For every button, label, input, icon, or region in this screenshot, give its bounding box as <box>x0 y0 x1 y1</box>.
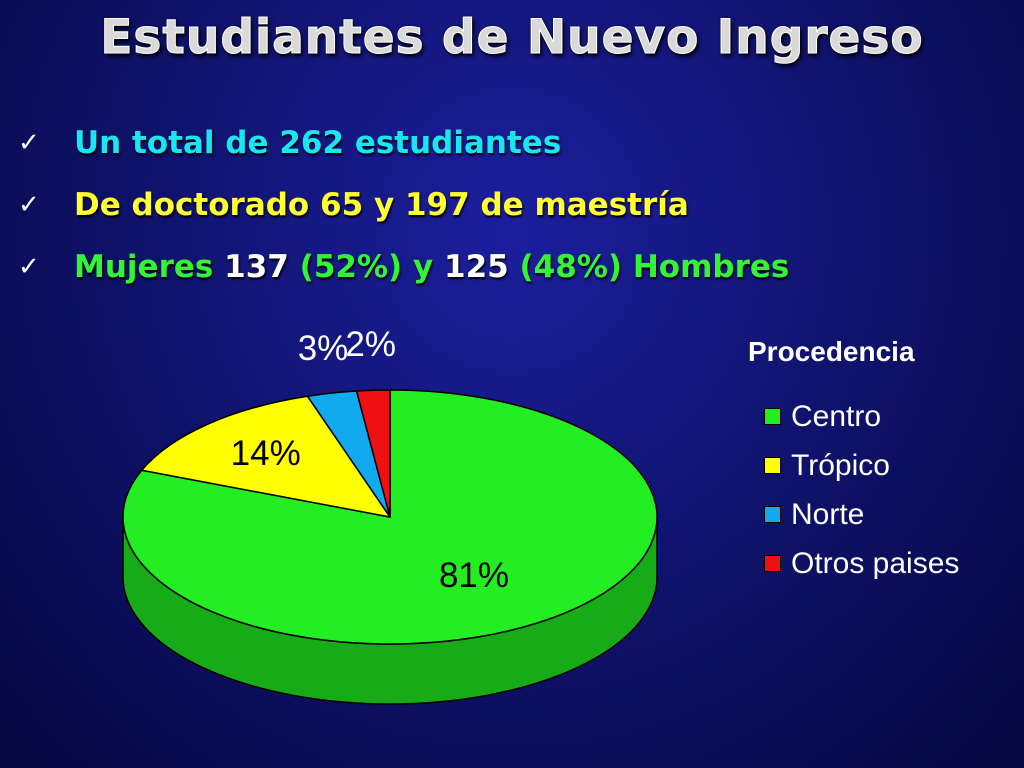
bullet-text-part: Un total de 262 estudiantes <box>74 125 562 161</box>
bullet-text-part: (48%) Hombres <box>519 249 790 285</box>
legend-label: Centro <box>791 399 882 433</box>
pie-data-label: 14% <box>230 434 301 474</box>
legend-swatch <box>764 408 781 425</box>
bullet-list: ✓ Un total de 262 estudiantes ✓ De docto… <box>18 112 789 298</box>
bullet-text-part: Mujeres <box>74 249 225 285</box>
bullet-text: Mujeres 137 (52%) y 125 (48%) Hombres <box>74 249 789 285</box>
legend-swatch <box>764 506 781 523</box>
bullet-text: De doctorado 65 y 197 de maestría <box>74 187 689 223</box>
bullet-text-part: De doctorado 65 y 197 de maestría <box>74 187 689 223</box>
legend: Procedencia Centro Trópico Norte Otros pais… <box>748 336 959 588</box>
check-icon: ✓ <box>18 252 40 282</box>
legend-title: Procedencia <box>748 336 915 367</box>
legend-swatch <box>764 457 781 474</box>
slide-title: Estudiantes de Nuevo Ingreso <box>100 10 924 66</box>
check-icon: ✓ <box>18 128 40 158</box>
legend-item: Centro <box>764 392 959 441</box>
bullet-item: ✓ De doctorado 65 y 197 de maestría <box>18 174 789 236</box>
legend-label: Trópico <box>791 448 890 482</box>
legend-item: Otros paises <box>764 539 959 588</box>
bullet-text-part: 125 <box>444 249 520 285</box>
bullet-text-part: (52%) y <box>299 249 444 285</box>
check-icon: ✓ <box>18 190 40 220</box>
legend-items: Centro Trópico Norte Otros paises <box>748 392 959 588</box>
bullet-text-part: 137 <box>224 249 300 285</box>
pie-data-label: 81% <box>438 556 510 595</box>
bullet-item: ✓ Mujeres 137 (52%) y 125 (48%) Hombres <box>18 236 789 298</box>
bullet-text: Un total de 262 estudiantes <box>74 125 561 161</box>
legend-label: Otros paises <box>791 546 960 580</box>
pie-data-label: 3% <box>297 329 349 369</box>
legend-swatch <box>764 555 781 572</box>
legend-label: Norte <box>791 497 865 531</box>
legend-item: Norte <box>764 490 959 539</box>
pie-slice-otros-paises <box>355 389 391 518</box>
pie-data-label: 2% <box>345 325 397 365</box>
bullet-item: ✓ Un total de 262 estudiantes <box>18 112 789 174</box>
legend-item: Trópico <box>764 441 959 490</box>
